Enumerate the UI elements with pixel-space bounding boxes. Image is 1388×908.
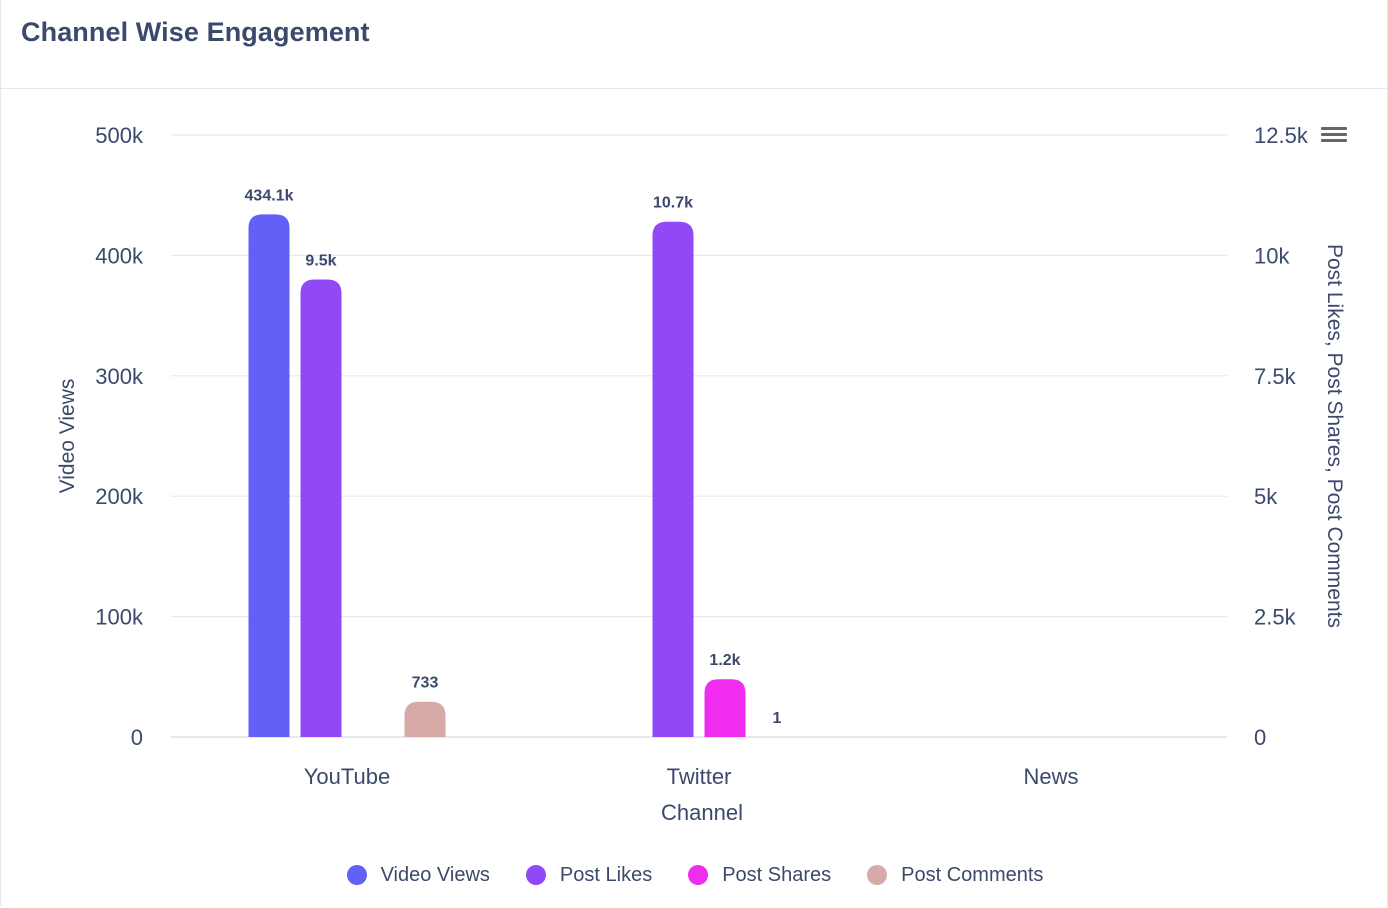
y-left-tick-label: 400k — [95, 243, 144, 268]
y-left-tick-label: 0 — [131, 725, 143, 750]
data-label: 434.1k — [245, 187, 294, 204]
x-axis-title: Channel — [661, 800, 743, 825]
data-label: 1 — [773, 710, 782, 727]
y-right-tick-label: 12.5k — [1254, 123, 1309, 148]
legend-marker — [867, 865, 888, 885]
y-left-tick-label: 200k — [95, 484, 144, 509]
x-tick-label: News — [1023, 764, 1078, 789]
x-tick-label: Twitter — [667, 764, 732, 789]
y-right-tick-label: 2.5k — [1254, 605, 1297, 630]
legend-item[interactable]: Video Views — [346, 863, 490, 887]
legend-marker — [346, 865, 367, 885]
y-left-tick-label: 300k — [95, 364, 144, 389]
bar[interactable] — [300, 279, 342, 737]
y-right-tick-label: 0 — [1254, 725, 1266, 750]
y-right-tick-label: 5k — [1254, 484, 1278, 509]
legend-label: Video Views — [380, 863, 490, 886]
card-header: Channel Wise Engagement — [1, 0, 1387, 89]
y-right-tick-label: 7.5k — [1254, 364, 1297, 389]
bar[interactable] — [248, 214, 290, 737]
bar[interactable] — [704, 679, 746, 737]
data-label: 733 — [412, 675, 439, 692]
legend-label: Post Likes — [559, 863, 653, 886]
legend-item[interactable]: Post Comments — [867, 864, 1043, 887]
legend-marker — [525, 865, 546, 885]
legend-label: Post Comments — [901, 863, 1044, 886]
data-label: 10.7k — [653, 195, 693, 212]
data-label: 9.5k — [305, 252, 336, 269]
legend-marker — [688, 865, 709, 885]
hamburger-menu-icon[interactable] — [1319, 124, 1349, 146]
y-left-tick-label: 100k — [95, 605, 144, 630]
legend-label: Post Shares — [722, 863, 832, 886]
y-right-axis-title: Post Likes, Post Shares, Post Comments — [1323, 244, 1346, 628]
y-left-axis-title: Video Views — [56, 379, 79, 494]
data-label: 1.2k — [709, 652, 740, 669]
bar[interactable] — [652, 221, 694, 738]
legend-item[interactable]: Post Likes — [525, 863, 653, 887]
bar[interactable] — [404, 701, 446, 737]
y-right-tick-label: 10k — [1254, 243, 1290, 268]
y-left-tick-label: 500k — [95, 123, 144, 148]
chart-legend: Video Views Post Likes Post Shares Post Com… — [1, 858, 1388, 892]
x-tick-label: YouTube — [304, 764, 390, 789]
page-title: Channel Wise Engagement — [21, 17, 370, 47]
legend-item[interactable]: Post Shares — [688, 864, 831, 887]
